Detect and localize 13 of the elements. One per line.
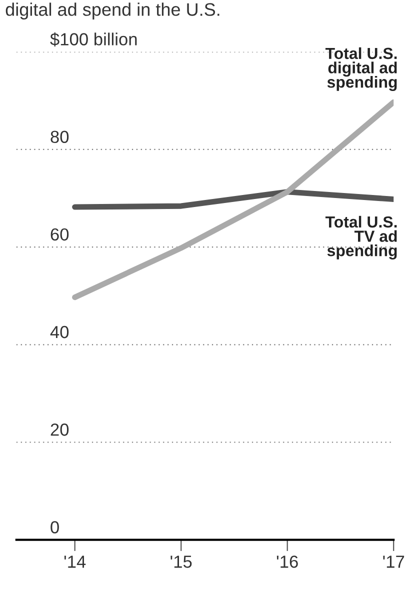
x-tick-label: '16 — [276, 556, 298, 568]
x-tick-label: '15 — [170, 556, 192, 568]
series-label: Total U.S. TV ad spending — [325, 216, 397, 260]
y-tick-label: 20 — [50, 424, 69, 436]
y-tick-label: 60 — [50, 228, 69, 241]
y-tick-label: 0 — [50, 521, 59, 534]
y-tick-label: 40 — [50, 326, 69, 338]
chart-title: digital ad spend in the U.S. — [6, 2, 220, 20]
x-tick-label: '14 — [64, 556, 86, 568]
y-tick-label: $100 billion — [50, 32, 137, 46]
series-label: Total U.S. digital ad spending — [325, 47, 397, 92]
x-tick-label: '17 — [383, 556, 404, 568]
y-tick-label: 80 — [50, 130, 69, 144]
